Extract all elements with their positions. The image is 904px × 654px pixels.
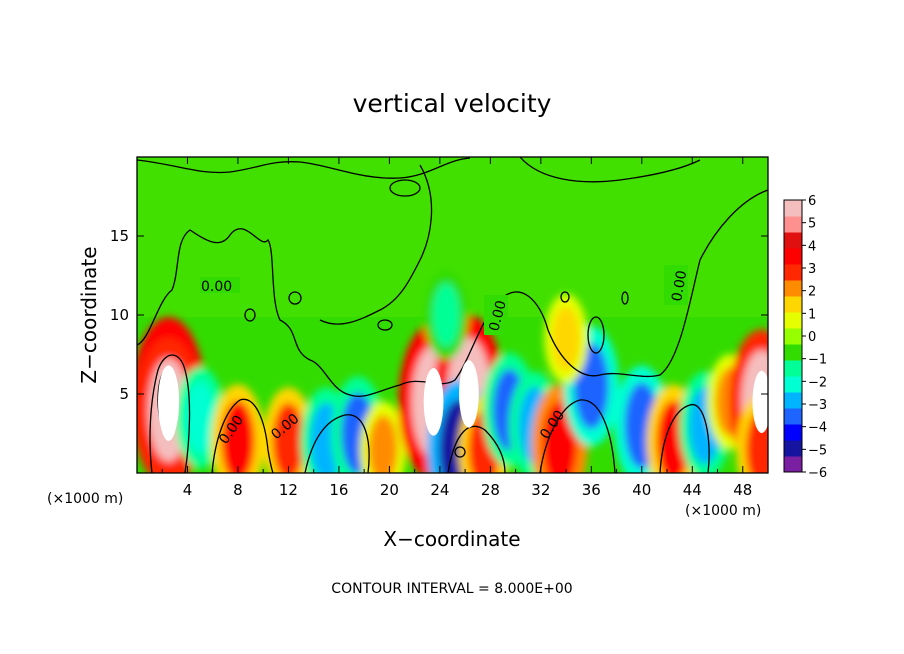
velocity-peak-cores [157, 360, 768, 441]
velocity-feature [184, 381, 216, 455]
zero-contour-4 [319, 164, 433, 325]
colorbar-tick-label: 4 [808, 239, 816, 254]
colorbar-swatch [784, 216, 802, 233]
x-axis-label: X−coordinate [383, 527, 520, 551]
velocity-feature [221, 400, 255, 473]
colorbar-swatch [784, 424, 802, 441]
colorbar: 6 5 4 3 2 1 0 −1 −2 −3 −4 −5 −6 [783, 194, 827, 481]
zero-contour-19 [377, 319, 393, 331]
x-tick-label: 20 [380, 481, 399, 499]
colorbar-swatch [784, 408, 802, 425]
colorbar-swatch [784, 200, 802, 217]
colorbar-tick-label: 1 [808, 307, 816, 322]
colorbar-tick-label: −5 [808, 443, 827, 458]
zero-contour-14 [454, 446, 466, 458]
zero-contour-2 [137, 157, 471, 179]
colorbar-swatch [784, 360, 802, 377]
x-unit-right: (×1000 m) [685, 503, 761, 519]
zero-contour-8 [447, 425, 506, 473]
y-tick-label: 10 [110, 306, 129, 324]
x-tick-label: 12 [279, 481, 298, 499]
x-tick-label: 16 [329, 481, 348, 499]
x-tick-label: 32 [531, 481, 550, 499]
colorbar-swatch [784, 248, 802, 265]
contour-label-bg-1 [200, 277, 240, 293]
colorbar-swatch [784, 264, 802, 281]
colorbar-swatch [784, 328, 802, 345]
velocity-peak-core [423, 368, 444, 436]
zero-contour-21 [621, 291, 629, 305]
colorbar-tick-label: 5 [808, 217, 816, 232]
x-tick-label: 8 [233, 481, 243, 499]
colorbar-tick-label: −6 [808, 466, 827, 481]
x-tick-label: 48 [733, 481, 752, 499]
colorbar-tick-label: −4 [808, 421, 827, 436]
zero-contour-5 [149, 354, 191, 473]
x-tick-label: 28 [481, 481, 500, 499]
contour-label-bg-3 [484, 295, 508, 335]
zero-contour-6 [211, 398, 274, 473]
zero-contour-10 [659, 404, 710, 473]
velocity-feature [272, 402, 305, 473]
y-axis-ticks: 5 10 15 [110, 227, 768, 403]
contour-label-2: 0.00 [669, 269, 690, 302]
chart-title: vertical velocity [353, 89, 552, 118]
x-tick-label: 36 [582, 481, 601, 499]
x-axis-ticks: 4 8 12 16 20 24 28 32 36 40 44 48 [161, 157, 752, 499]
zero-contour-18 [288, 291, 302, 305]
y-tick-label: 15 [110, 227, 129, 245]
contour-label-bg-2 [664, 265, 688, 305]
colorbar-tick-label: 2 [808, 285, 816, 300]
colorbar-swatch [784, 392, 802, 409]
x-tick-label: 4 [183, 481, 193, 499]
contour-interval-note: CONTOUR INTERVAL = 8.000E+00 [331, 581, 572, 597]
colorbar-swatch [784, 344, 802, 361]
y-axis-label: Z−coordinate [77, 246, 101, 383]
colorbar-swatch [784, 456, 802, 473]
zero-contour-1 [137, 189, 768, 397]
velocity-feature [432, 283, 460, 347]
colorbar-swatch [784, 280, 802, 297]
x-tick-label: 40 [632, 481, 651, 499]
velocity-feature [368, 415, 398, 473]
zero-contour-17 [244, 308, 256, 322]
y-tick-label: 5 [119, 385, 129, 403]
x-tick-label: 44 [683, 481, 702, 499]
velocity-peak-core [459, 360, 479, 428]
zero-contour-20 [560, 291, 570, 303]
plot-area [137, 157, 768, 473]
velocity-feature [552, 306, 580, 371]
colorbar-swatch [784, 312, 802, 329]
zero-contour-7 [304, 414, 370, 473]
colorbar-swatch [784, 376, 802, 393]
zero-contour-9 [539, 399, 616, 473]
contour-label-1: 0.00 [201, 279, 232, 295]
colorbar-tick-label: −1 [808, 353, 827, 368]
colorbar-swatch [784, 232, 802, 249]
zero-contour-15 [587, 316, 605, 354]
zero-contour-3 [519, 157, 701, 183]
colorbar-tick-label: −2 [808, 375, 827, 390]
velocity-peak-core [159, 378, 178, 441]
colorbar-tick-label: 3 [808, 262, 816, 277]
zero-contour-16 [389, 179, 421, 197]
colorbar-tick-label: 0 [808, 330, 816, 345]
colorbar-swatch [784, 440, 802, 457]
colorbar-swatch [784, 296, 802, 313]
colorbar-tick-label: −3 [808, 398, 827, 413]
x-tick-label: 24 [430, 481, 449, 499]
contour-label-3: 0.00 [486, 299, 510, 333]
velocity-peak-core [752, 370, 768, 433]
x-unit-left: (×1000 m) [47, 491, 123, 507]
colorbar-tick-label: 6 [808, 194, 816, 209]
